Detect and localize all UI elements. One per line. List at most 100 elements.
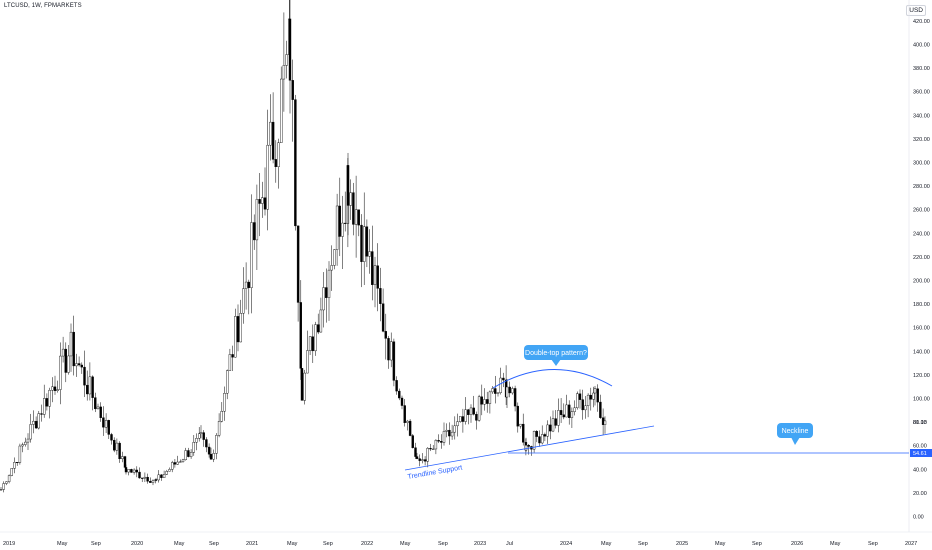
candle-body — [576, 393, 579, 409]
candle — [317, 313, 320, 335]
candle-body — [282, 65, 286, 80]
candle-body — [160, 474, 163, 478]
trendline-support[interactable] — [404, 425, 655, 471]
candle-body — [578, 393, 582, 400]
candle — [0, 487, 3, 491]
candle-body — [565, 404, 568, 418]
candle — [432, 445, 435, 450]
y-tick-label: 340.00 — [913, 113, 930, 119]
candle — [83, 350, 86, 398]
candle — [255, 184, 259, 270]
candle-body — [132, 469, 136, 473]
candle — [77, 356, 81, 367]
last-price-tag: 81.13 — [913, 420, 927, 426]
candle — [505, 378, 509, 408]
candle — [220, 402, 224, 423]
candle-body — [568, 404, 571, 418]
candle-body — [72, 331, 75, 367]
candle-body — [601, 417, 605, 425]
candle-body — [373, 265, 377, 285]
candle-body — [154, 479, 158, 481]
candle-body — [277, 142, 280, 168]
y-tick-label: 60.00 — [913, 444, 927, 450]
candle — [184, 447, 187, 461]
candle — [192, 435, 196, 456]
candle — [207, 443, 211, 458]
candle — [599, 394, 602, 419]
candle — [384, 313, 387, 360]
candle — [85, 370, 89, 401]
candle-body — [220, 411, 224, 422]
candle-body — [77, 363, 81, 366]
candle — [584, 396, 587, 419]
candle-body — [415, 456, 419, 459]
candle-body — [102, 417, 105, 428]
candles-layer — [0, 0, 607, 493]
y-tick-label: 100.00 — [913, 397, 930, 403]
candle-body — [7, 475, 11, 482]
candle — [160, 474, 163, 481]
candle-body — [376, 265, 379, 289]
candle — [197, 427, 201, 442]
candle-body — [135, 469, 139, 473]
y-tick-label: 260.00 — [913, 208, 930, 214]
candle-body — [557, 410, 560, 426]
neckline-price-tag: 54.61 — [910, 449, 932, 457]
candle — [45, 393, 49, 411]
candle-body — [352, 192, 355, 225]
candle — [48, 387, 51, 419]
double-top-arc[interactable] — [492, 369, 613, 389]
candle-body — [459, 416, 462, 422]
candle — [64, 342, 68, 383]
candle — [205, 437, 208, 453]
candle-body — [239, 313, 242, 343]
candle — [414, 442, 417, 459]
time-axis[interactable]: 2019 May Sep 2020 May Sep 2021 May Sep 2022 May Sep… — [3, 541, 917, 547]
candle-body — [311, 336, 314, 352]
candle — [269, 94, 272, 161]
candle — [24, 437, 27, 447]
x-tick-label: May — [830, 541, 841, 547]
candle-body — [10, 468, 14, 476]
candle — [110, 432, 113, 445]
candle-body — [593, 388, 597, 394]
currency-label[interactable]: USD — [906, 5, 926, 16]
candle — [535, 430, 538, 443]
candle — [330, 245, 333, 291]
candle — [368, 229, 371, 274]
neckline-callout[interactable]: Neckline — [777, 423, 813, 445]
x-tick-label: 2026 — [791, 541, 803, 547]
candle — [179, 459, 182, 463]
price-axis[interactable]: 0.00 20.00 40.00 60.00 80.00 100.00 120.00 140.… — [913, 19, 930, 521]
candle-body — [121, 456, 124, 460]
candle-body — [423, 459, 427, 462]
candle — [499, 367, 502, 395]
candle-body — [258, 199, 261, 204]
candle — [376, 243, 379, 312]
candle — [165, 469, 169, 475]
candle — [176, 455, 179, 465]
candle-body — [450, 431, 454, 437]
y-tick-label: 0.00 — [913, 515, 924, 521]
candle — [40, 404, 43, 422]
candle — [132, 468, 136, 475]
double-top-callout[interactable]: Double-top pattern? — [524, 345, 588, 366]
candle — [502, 372, 505, 388]
candle-body — [242, 288, 245, 314]
candle-body — [112, 439, 116, 451]
x-tick-label: May — [601, 541, 612, 547]
candle — [96, 403, 100, 410]
candle-body — [104, 420, 108, 428]
candle — [519, 423, 522, 429]
candle-body — [99, 406, 102, 418]
candle — [448, 422, 451, 445]
candle — [496, 392, 500, 397]
candle — [565, 394, 568, 418]
candle-body — [543, 434, 547, 437]
candle-body — [247, 281, 251, 288]
candle-body — [146, 476, 149, 482]
candle — [516, 402, 519, 433]
candle-body — [467, 409, 470, 415]
y-tick-label: 280.00 — [913, 184, 930, 190]
